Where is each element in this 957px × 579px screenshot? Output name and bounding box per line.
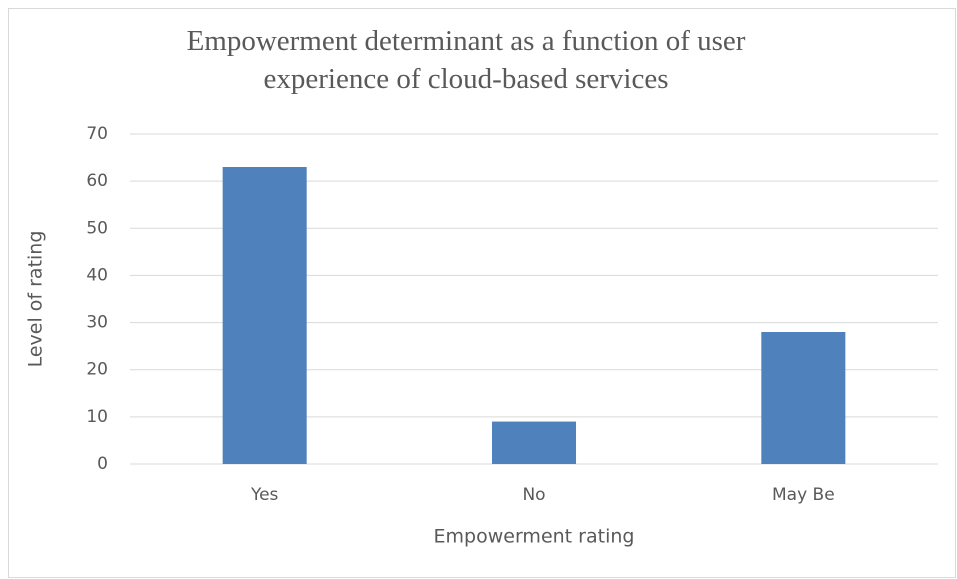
y-tick-label: 10 bbox=[86, 407, 108, 427]
y-tick-label: 20 bbox=[86, 360, 108, 380]
x-tick-label: Yes bbox=[250, 485, 279, 505]
x-tick-label: No bbox=[522, 485, 545, 505]
y-tick-label: 0 bbox=[97, 454, 108, 474]
bar bbox=[491, 421, 577, 464]
chart-border bbox=[8, 8, 956, 578]
y-axis-label: Level of rating bbox=[25, 231, 47, 368]
y-tick-label: 60 bbox=[86, 171, 108, 191]
y-tick-label: 30 bbox=[86, 313, 108, 333]
bar bbox=[222, 167, 307, 464]
bar bbox=[761, 332, 846, 464]
y-tick-label: 70 bbox=[86, 124, 108, 144]
y-tick-label: 40 bbox=[86, 265, 108, 285]
x-tick-label: May Be bbox=[772, 485, 835, 505]
chart-title: Empowerment determinant as a function of… bbox=[186, 25, 746, 95]
y-tick-label: 50 bbox=[86, 218, 108, 238]
x-axis-label: Empowerment rating bbox=[434, 526, 635, 548]
